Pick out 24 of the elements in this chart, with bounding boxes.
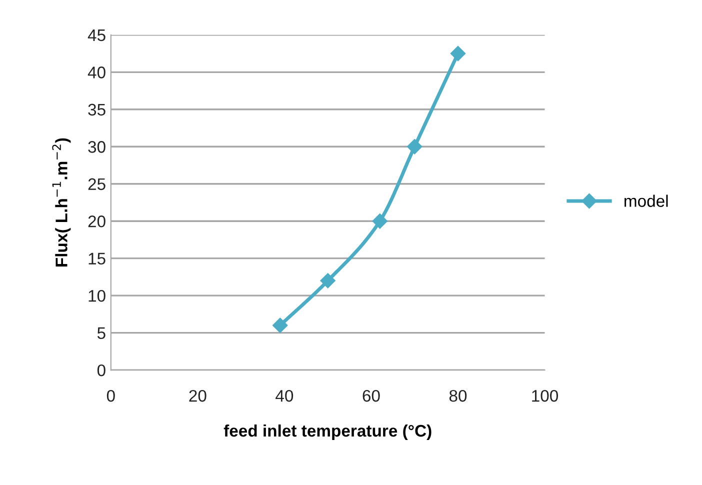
y-tick-label: 45 xyxy=(88,29,106,42)
y-tick-label: 0 xyxy=(97,364,106,376)
x-tick-label: 80 xyxy=(449,390,467,402)
y-tick-label: 10 xyxy=(88,290,106,302)
y-axis-title: Flux( L.h$^{−1}$.m$^{−2}$) xyxy=(52,138,71,266)
x-tick-label: 0 xyxy=(106,390,115,402)
point xyxy=(372,214,388,229)
point xyxy=(450,46,466,62)
legend-label: model xyxy=(624,194,668,207)
point xyxy=(320,273,336,288)
y-tick-label: 30 xyxy=(88,141,106,153)
x-axis-title: feed inlet temperature (°C) xyxy=(224,424,432,440)
y-tick-label: 15 xyxy=(88,252,106,265)
x-tick-label: 100 xyxy=(532,390,558,402)
y-tick-label: 20 xyxy=(88,216,106,228)
x-tick-label: 20 xyxy=(189,390,206,402)
y-tick-label: 5 xyxy=(97,327,106,340)
x-tick-label: 60 xyxy=(362,390,380,402)
x-tick-label: 40 xyxy=(276,390,294,402)
point xyxy=(272,318,288,333)
y-tick-label: 40 xyxy=(88,66,106,78)
y-tick-label: 35 xyxy=(88,104,106,116)
y-tick-label: 25 xyxy=(88,178,106,190)
point xyxy=(407,139,422,154)
